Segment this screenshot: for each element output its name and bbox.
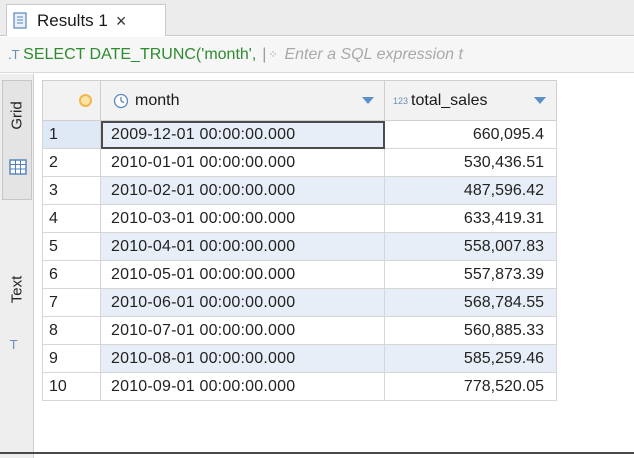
- results-table: month 123 total_sales 1 2009-12-01 00:00…: [42, 80, 557, 401]
- cell-total-sales[interactable]: 530,436.51: [384, 148, 557, 177]
- cell-total-sales[interactable]: 557,873.39: [384, 260, 557, 289]
- cell-month[interactable]: 2010-07-01 00:00:00.000: [100, 316, 385, 345]
- row-number[interactable]: 4: [42, 204, 101, 233]
- cell-month[interactable]: 2010-08-01 00:00:00.000: [100, 344, 385, 373]
- table-row[interactable]: 8 2010-07-01 00:00:00.000 560,885.33: [42, 316, 557, 345]
- row-number[interactable]: 10: [42, 372, 101, 401]
- row-number[interactable]: 9: [42, 344, 101, 373]
- document-icon: [13, 12, 27, 29]
- table-row[interactable]: 6 2010-05-01 00:00:00.000 557,873.39: [42, 260, 557, 289]
- row-number-icon: [79, 93, 92, 107]
- chevron-down-icon[interactable]: [362, 97, 374, 104]
- divider: |: [262, 45, 267, 63]
- close-icon[interactable]: ×: [115, 10, 127, 31]
- row-number[interactable]: 1: [42, 120, 101, 149]
- table-row[interactable]: 5 2010-04-01 00:00:00.000 558,007.83: [42, 232, 557, 261]
- tab-label: Results 1: [37, 10, 108, 30]
- table-row[interactable]: 2 2010-01-01 00:00:00.000 530,436.51: [42, 148, 557, 177]
- header-row: month 123 total_sales: [42, 80, 557, 121]
- tab-results-1[interactable]: Results 1 ×: [6, 4, 166, 36]
- cell-month[interactable]: 2009-12-01 00:00:00.000: [100, 120, 385, 149]
- cell-total-sales[interactable]: 487,596.42: [384, 176, 557, 205]
- query-filter-bar: .T SELECT DATE_TRUNC('month', | ⁘: [0, 37, 634, 73]
- text-tab-label: Text: [8, 275, 26, 303]
- filter-expression-input[interactable]: [284, 45, 545, 64]
- table-row[interactable]: 4 2010-03-01 00:00:00.000 633,419.31: [42, 204, 557, 233]
- row-number[interactable]: 6: [42, 260, 101, 289]
- table-row[interactable]: 9 2010-08-01 00:00:00.000 585,259.46: [42, 344, 557, 373]
- cell-total-sales[interactable]: 660,095.4: [384, 120, 557, 149]
- cell-month[interactable]: 2010-03-01 00:00:00.000: [100, 204, 385, 233]
- cell-total-sales[interactable]: 778,520.05: [384, 372, 557, 401]
- chevron-down-icon[interactable]: [534, 97, 546, 104]
- column-header-month[interactable]: month: [100, 80, 385, 121]
- cell-month[interactable]: 2010-04-01 00:00:00.000: [100, 232, 385, 261]
- cell-month[interactable]: 2010-06-01 00:00:00.000: [100, 288, 385, 317]
- column-header-total-sales[interactable]: 123 total_sales: [384, 80, 557, 121]
- results-tab-bar: Results 1 ×: [0, 0, 634, 36]
- view-switcher-panel: Grid Text T: [0, 74, 34, 458]
- row-number-header[interactable]: [42, 80, 101, 121]
- cell-month[interactable]: 2010-02-01 00:00:00.000: [100, 176, 385, 205]
- table-row[interactable]: 10 2010-09-01 00:00:00.000 778,520.05: [42, 372, 557, 401]
- cell-total-sales[interactable]: 558,007.83: [384, 232, 557, 261]
- cell-total-sales[interactable]: 560,885.33: [384, 316, 557, 345]
- tab-text[interactable]: Text: [2, 254, 32, 324]
- grid-tab-label: Grid: [8, 101, 26, 130]
- clock-icon: [113, 93, 129, 108]
- query-text[interactable]: SELECT DATE_TRUNC('month',: [23, 45, 257, 63]
- cell-month[interactable]: 2010-05-01 00:00:00.000: [100, 260, 385, 289]
- row-number[interactable]: 8: [42, 316, 101, 345]
- text-view-icon: T: [10, 338, 18, 352]
- results-grid: month 123 total_sales 1 2009-12-01 00:00…: [42, 80, 557, 401]
- panel-bottom-border: [0, 452, 634, 454]
- column-name-total-sales: total_sales: [411, 91, 488, 109]
- expand-icon[interactable]: ⁘: [268, 48, 278, 61]
- row-number[interactable]: 3: [42, 176, 101, 205]
- table-row[interactable]: 1 2009-12-01 00:00:00.000 660,095.4: [42, 120, 557, 149]
- row-number[interactable]: 7: [42, 288, 101, 317]
- cell-month[interactable]: 2010-09-01 00:00:00.000: [100, 372, 385, 401]
- table-row[interactable]: 3 2010-02-01 00:00:00.000 487,596.42: [42, 176, 557, 205]
- table-row[interactable]: 7 2010-06-01 00:00:00.000 568,784.55: [42, 288, 557, 317]
- row-number[interactable]: 2: [42, 148, 101, 177]
- row-number[interactable]: 5: [42, 232, 101, 261]
- tab-grid[interactable]: Grid: [2, 80, 32, 200]
- column-name-month: month: [135, 91, 180, 109]
- sql-icon: .T: [8, 47, 20, 62]
- cell-total-sales[interactable]: 633,419.31: [384, 204, 557, 233]
- cell-month[interactable]: 2010-01-01 00:00:00.000: [100, 148, 385, 177]
- grid-icon: [9, 159, 27, 175]
- cell-total-sales[interactable]: 585,259.46: [384, 344, 557, 373]
- cell-total-sales[interactable]: 568,784.55: [384, 288, 557, 317]
- numeric-type-icon: 123: [393, 95, 409, 106]
